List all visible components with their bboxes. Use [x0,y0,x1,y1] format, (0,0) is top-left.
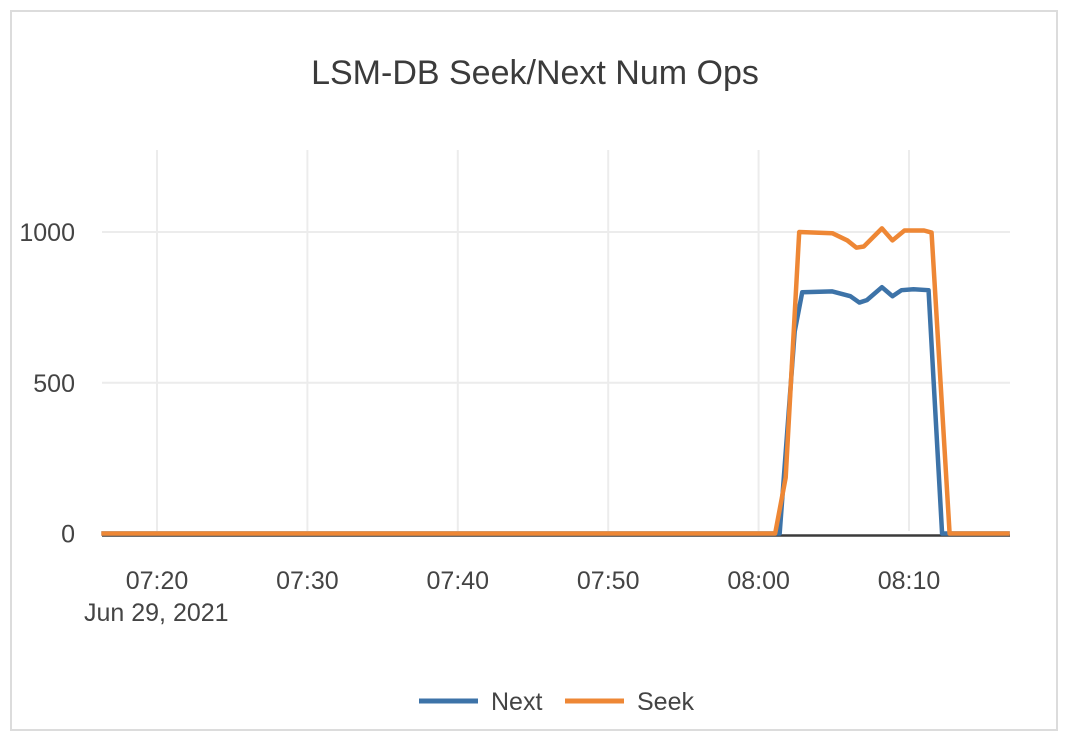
card-border [10,10,1058,731]
x-tick-label: 07:30 [276,567,339,595]
x-tick-label: 07:40 [427,567,490,595]
x-axis-date-label: Jun 29, 2021 [84,599,229,627]
x-axis-labels: 07:20 07:30 07:40 07:50 08:00 08:10 [126,567,941,595]
legend-item-seek[interactable]: Seek [565,688,694,716]
x-tick-label: 07:20 [126,567,189,595]
legend-item-next[interactable]: Next [419,688,542,716]
y-tick-label: 0 [61,521,75,549]
legend: Next Seek [419,688,694,716]
x-tick-label: 07:50 [577,567,640,595]
chart-title: LSM-DB Seek/Next Num Ops [311,54,759,92]
gridlines [102,150,1010,531]
x-tick-label: 08:10 [878,567,941,595]
x-tick-label: 08:00 [727,567,790,595]
legend-label-next: Next [491,688,542,716]
legend-label-seek: Seek [637,688,694,716]
series-lines [101,226,1010,536]
series-line-seek[interactable] [101,226,1010,536]
y-tick-label: 1000 [19,219,75,247]
y-tick-label: 500 [33,370,75,398]
y-axis-labels: 0 500 1000 [19,219,75,549]
series-line-next[interactable] [101,284,1010,536]
